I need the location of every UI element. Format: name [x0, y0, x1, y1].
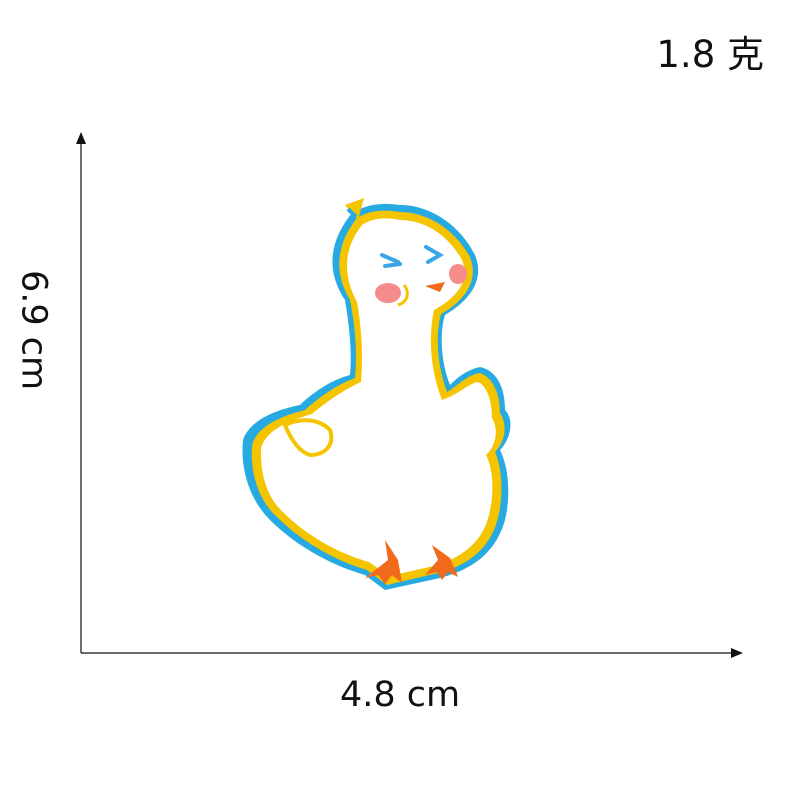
- duck-patch-icon: [242, 198, 511, 590]
- patch-white-body: [260, 218, 496, 576]
- horizontal-axis-arrowhead: [731, 648, 743, 658]
- dimension-axes: [76, 132, 743, 658]
- vertical-axis-arrowhead: [76, 132, 86, 144]
- duck-tuft-blue: [346, 207, 358, 219]
- duck-eyes: [380, 245, 444, 268]
- duck-left-foot: [365, 540, 402, 584]
- weight-label: 1.8 克: [656, 33, 764, 76]
- duck-tuft: [345, 198, 364, 220]
- duck-right-foot: [425, 545, 458, 580]
- duck-beak: [425, 282, 445, 292]
- duck-right-cheek: [449, 264, 467, 284]
- width-dimension-label: 4.8 cm: [339, 675, 461, 715]
- duck-mouth: [397, 284, 409, 307]
- patch-wing-stitch: [282, 418, 334, 458]
- duck-left-cheek: [375, 283, 401, 303]
